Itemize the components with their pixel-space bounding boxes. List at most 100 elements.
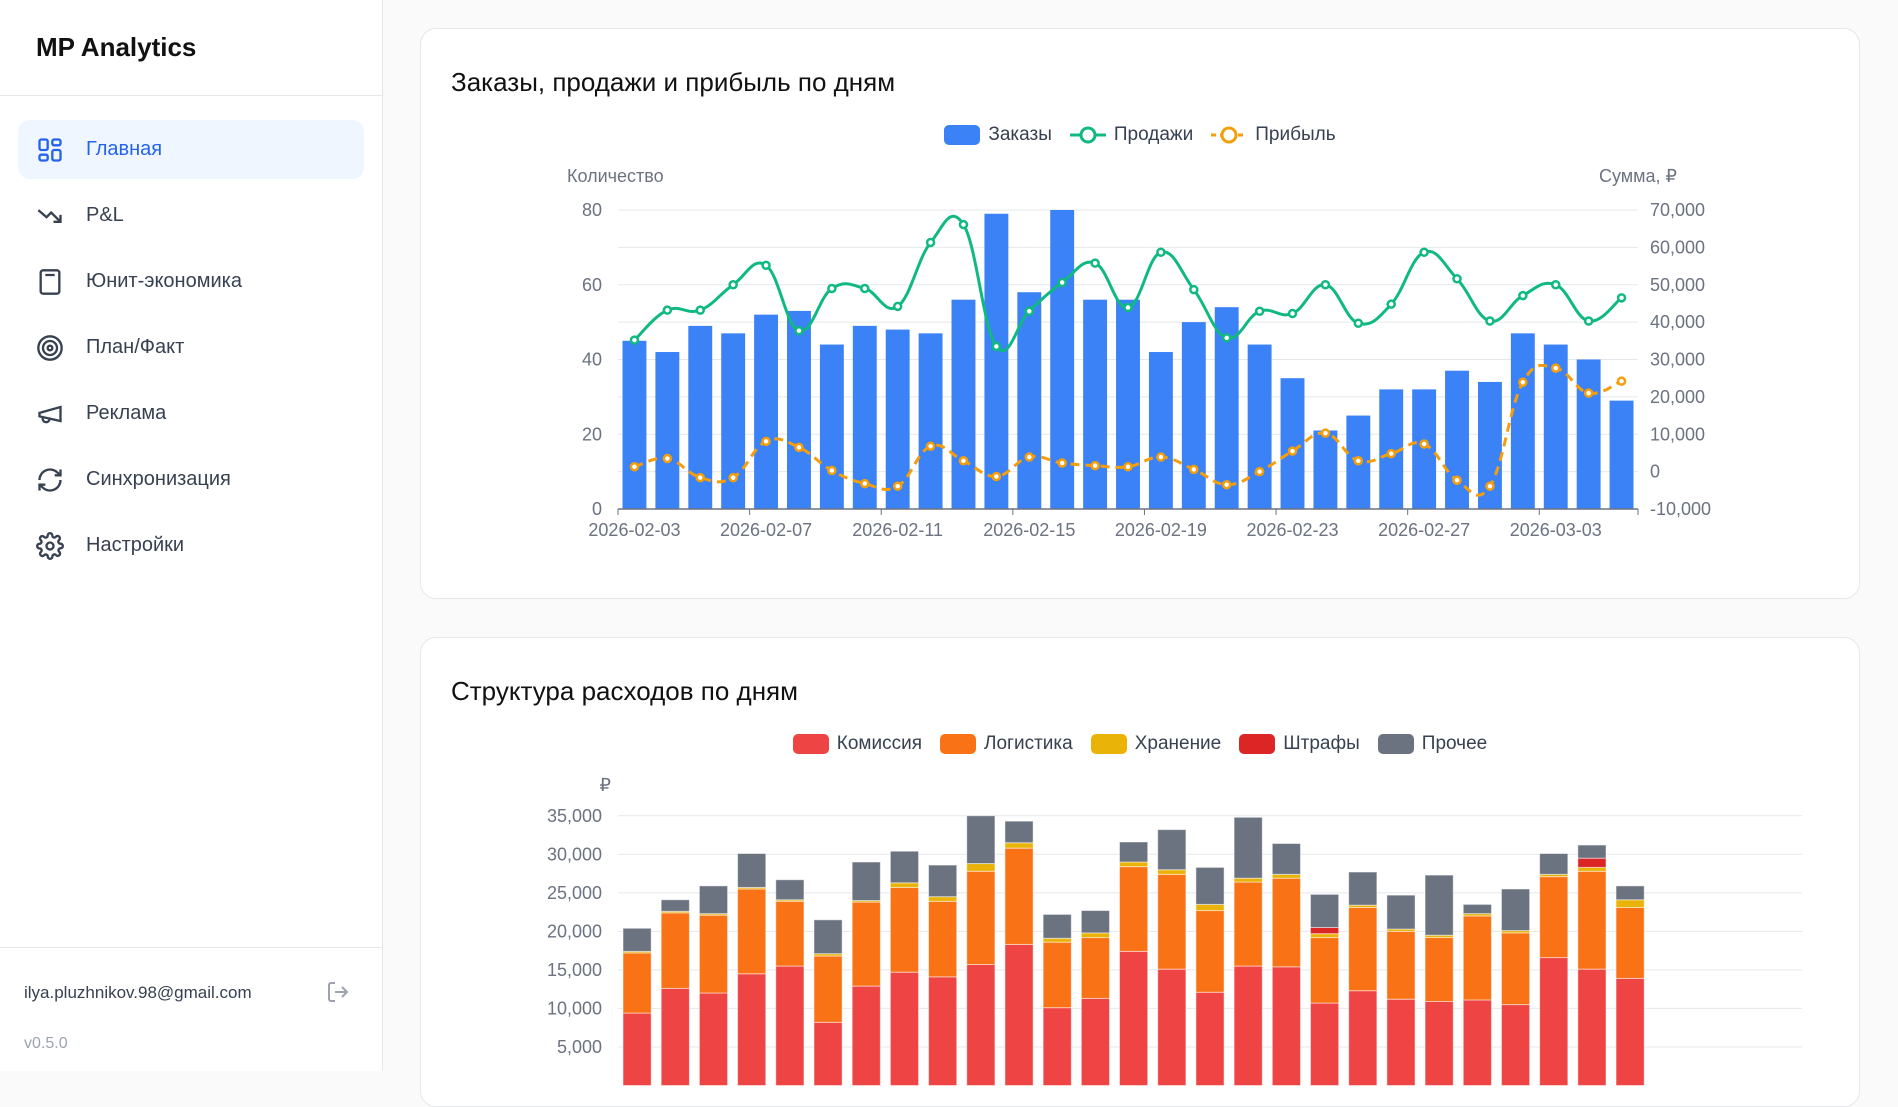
point-sales [925,237,936,248]
refresh-icon [38,467,62,492]
orders-sales-profit-chart: 0 20 40 60 80 -10,000 0 10,000 20,000 30,000 40,00… [567,166,1711,540]
legend-item-fines[interactable]: Штрафы [1239,733,1360,755]
bar-segment-storage [928,896,958,902]
bar-segment-other [660,899,690,912]
legend-swatch [792,734,829,754]
x-tick-label: 2026-02-23 [1246,520,1338,540]
bar-segment-other [737,853,767,888]
bar-segment-storage [1615,899,1645,908]
legend-line-marker [1069,126,1106,144]
bar-segment-commission [813,1021,843,1087]
bar-segment-other [1233,816,1263,879]
bar-orders [1412,389,1437,509]
bar-orders [984,213,1009,510]
point-sales [794,325,804,336]
point-sales [1090,258,1100,268]
bar-orders [951,299,976,509]
point-profit [1090,460,1100,471]
bar-orders [1313,430,1338,509]
legend-label: Хранение [1134,733,1222,754]
point-profit [1221,479,1232,490]
legend-swatch [940,734,976,754]
bar-segment-fines [1577,857,1607,868]
sidebar-item-label: Настройки [86,534,185,556]
bar-segment-logistics [1462,915,1492,1001]
point-sales [1254,306,1265,317]
bar-segment-logistics [1157,873,1187,970]
bar-segment-fines [1309,927,1340,935]
chart-title: Структура расходов по дням [451,676,799,706]
legend-item-sales[interactable]: Продажи [1069,124,1193,146]
legend-item-other[interactable]: Прочее [1377,733,1487,755]
point-sales [629,335,640,345]
bar-segment-storage [1309,933,1340,939]
bar-segment-other [622,927,652,952]
app-version: v0.5.0 [24,1035,68,1052]
bar-segment-storage [1080,932,1111,939]
sidebar-item-sync[interactable]: Синхронизация [18,450,364,509]
bar-segment-storage [1577,866,1607,872]
bar-segment-logistics [1348,906,1378,992]
bar-segment-logistics [889,886,920,973]
sidebar-item-pnl[interactable]: P&L [18,186,364,245]
point-sales [662,305,673,315]
bar-segment-commission [737,973,767,1087]
sidebar-item-label: Юнит-экономика [86,270,242,292]
x-tick-label: 2026-02-15 [983,520,1075,540]
bar-segment-other [1080,910,1111,934]
y-tick-label: 5,000 [557,1037,602,1057]
point-profit [958,456,969,466]
target-icon [37,334,63,361]
bar-segment-logistics [737,888,767,975]
legend-item-logistics[interactable]: Логистика [940,733,1073,755]
bar-segment-logistics [928,900,958,978]
sidebar-item-label: P&L [86,204,124,226]
x-tick-label: 2026-02-03 [588,520,680,540]
sidebar-item-ads[interactable]: Реклама [18,384,364,443]
bar-segment-other [813,919,843,955]
divider [0,947,383,948]
legend-item-profit[interactable]: Прибыль [1211,124,1336,146]
bar-segment-commission [1271,966,1301,1086]
legend-label: Заказы [988,124,1052,145]
bar-segment-storage [1233,877,1263,883]
legend-item-storage[interactable]: Хранение [1090,733,1222,755]
bar-orders [1477,381,1502,509]
point-sales [1287,308,1298,319]
logout-icon[interactable] [326,980,350,1004]
y-tick-label: 35,000 [547,806,602,826]
point-sales [1221,333,1232,343]
point-sales [1320,280,1331,290]
sidebar-item-settings[interactable]: Настройки [18,516,364,575]
bar-segment-other [851,861,881,902]
bar-segment-storage [1271,873,1301,879]
legend-item-commission[interactable]: Комиссия [792,733,922,755]
point-profit [827,465,837,476]
y2-tick-label: -10,000 [1650,499,1711,519]
sidebar-item-unit-economics[interactable]: Юнит-экономика [18,252,364,311]
point-profit [794,442,804,453]
point-profit [728,472,738,483]
y-tick-label: 10,000 [547,998,602,1018]
point-profit [695,472,706,483]
legend-item-orders[interactable]: Заказы [944,124,1052,146]
point-sales [1583,316,1594,326]
bar-orders [1050,210,1075,509]
sidebar-item-plan-fact[interactable]: План/Факт [18,318,364,377]
bar-segment-other [1386,894,1416,930]
sidebar-item-label: Синхронизация [86,468,231,490]
bar-segment-commission [698,992,729,1086]
bar-segment-other [1004,820,1034,844]
bar-segment-logistics [1500,932,1531,1006]
orders-sales-profit-card: Заказы, продажи и прибыль по дням Заказы… [420,28,1860,599]
bar-segment-commission [775,965,805,1086]
chart-title: Заказы, продажи и прибыль по дням [451,67,896,97]
legend-swatch [944,125,981,145]
bar-segment-other [698,885,729,915]
y-axis-title: ₽ [600,775,611,795]
sidebar-item-home[interactable]: Главная [18,120,364,179]
point-profit [1123,462,1133,472]
y2-tick-label: 20,000 [1650,387,1705,407]
y-tick-label: 60 [582,275,602,295]
bar-segment-commission [660,987,690,1087]
